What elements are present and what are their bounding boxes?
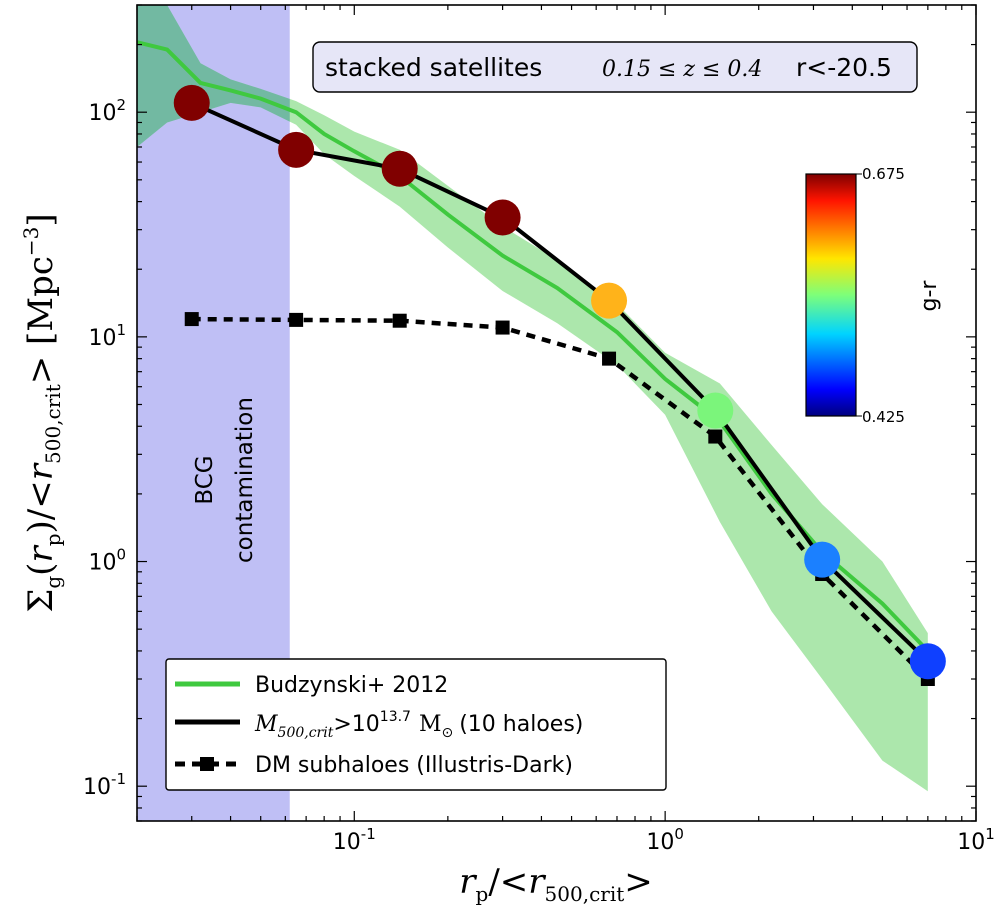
satellites-markers [173,84,946,680]
budzynski-line [137,40,930,653]
dm-subhalo-marker [289,312,304,327]
satellite-marker [278,131,315,168]
bcg-label-line1: BCG [192,455,218,504]
axis-ticks [136,4,977,822]
satellite-marker [173,84,210,121]
colorbar: 0.675 0.425 g-r [805,165,942,426]
satellite-marker [909,643,946,680]
chart-title: stacked satellites [325,53,542,82]
satellite-marker [697,392,734,429]
x-tick-label: 10-1 [333,825,376,855]
plot-frame [136,4,977,822]
satellite-marker [804,541,841,578]
dm-subhalo-marker [495,320,510,335]
x-tick-label: 100 [646,825,684,855]
dm-subhalo-marker [602,351,617,366]
satellite-marker [381,150,418,187]
legend-label-dm: DM subhaloes (Illustris-Dark) [255,753,573,778]
colorbar-label: g-r [917,280,942,312]
y-tick-label: 101 [88,321,126,351]
dm-subhalo-marker [392,313,407,328]
satellite-marker [591,282,628,319]
x-tick-labels: 10-1 100 101 [333,825,995,855]
colorbar-max: 0.675 [862,165,905,183]
dm-subhalo-marker [184,312,199,327]
legend: Budzynski+ 2012 M500,crit>1013.7 M⊙ (10 ha… [165,658,667,791]
legend-label-budzynski: Budzynski+ 2012 [255,673,448,698]
y-tick-labels: 10-1 100 101 102 [83,96,126,800]
legend-marker-dm [200,757,214,771]
satellite-marker [484,199,521,236]
y-tick-label: 102 [88,96,126,126]
x-axis-label: rp/<r500,crit> [459,862,653,906]
dm-subhalo-marker [708,429,723,444]
svg-text:rp/<r500,crit>: rp/<r500,crit> [459,862,653,906]
bcg-label-2: contamination [232,397,258,563]
y-tick-label: 100 [88,546,126,576]
title-redshift: 0.15 ≤ z ≤ 0.4 [602,57,762,82]
x-tick-label: 101 [957,825,995,855]
bcg-label: BCG [192,455,218,504]
budzynski-band-overlap [137,5,290,147]
bcg-label-line2: contamination [232,397,258,563]
y-axis-label: Σg(rp)/<r500,crit> [Mpc−3] [19,213,65,612]
legend-label-satellites: M500,crit>1013.7 M⊙ (10 haloes) [254,709,583,741]
y-tick-label: 10-1 [83,770,126,800]
colorbar-min: 0.425 [862,408,905,426]
title-magnitude: r<-20.5 [796,53,892,82]
title-box: stacked satellites 0.15 ≤ z ≤ 0.4 r<-20.… [312,41,918,93]
svg-text:Σg(rp)/<r500,crit> [Mpc−3]: Σg(rp)/<r500,crit> [Mpc−3] [19,213,65,612]
